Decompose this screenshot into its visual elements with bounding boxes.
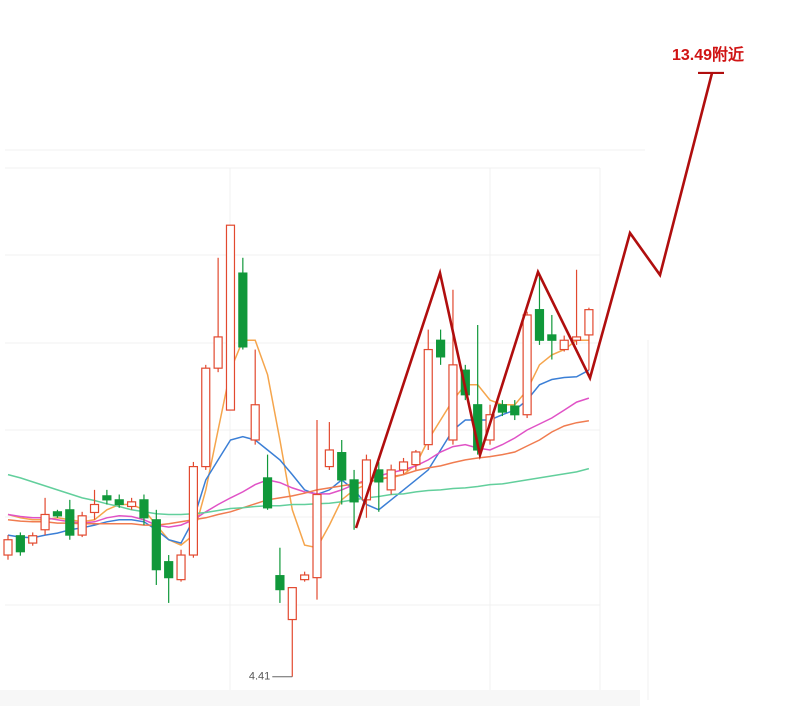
pattern-line [354, 72, 714, 529]
candle-body [176, 554, 186, 581]
candle-body [213, 336, 223, 369]
candle-body [324, 449, 334, 468]
candle-body [448, 364, 458, 441]
candle-body [287, 587, 297, 621]
candle-body [201, 367, 211, 468]
candle-body [571, 336, 582, 341]
candle-body [312, 493, 322, 579]
ma-line [7, 467, 590, 516]
candle-body [497, 404, 507, 413]
ma-line [7, 419, 590, 526]
candle-body [164, 561, 174, 579]
ma-line [7, 397, 590, 528]
candle-body [114, 499, 124, 506]
candle-body [188, 465, 198, 556]
candle-body [89, 503, 100, 514]
panel-frame [0, 149, 649, 706]
candle-body [398, 461, 409, 471]
candle-body [559, 339, 569, 351]
candle-body [3, 539, 13, 556]
candle-body [374, 469, 384, 483]
candle-body [225, 224, 236, 411]
candle-body [102, 495, 112, 501]
target-label: 13.49附近 [672, 45, 744, 64]
candle-body [238, 272, 248, 348]
candle-body [510, 405, 520, 416]
candle-body [139, 499, 149, 519]
candle-body [77, 515, 87, 536]
candle-body [411, 451, 421, 466]
candle-body [386, 469, 396, 491]
bottom-band [0, 690, 640, 706]
candle-body [126, 501, 137, 508]
candle-body [275, 575, 285, 591]
low-label: 4.41 [249, 671, 270, 683]
marks: 4.41 [3, 224, 594, 683]
candle-body [65, 509, 75, 536]
candle-body [349, 479, 359, 503]
candle-body [423, 348, 433, 446]
candle-body [337, 452, 347, 481]
candle-body [584, 309, 594, 336]
candle-body [547, 334, 557, 341]
candle-body [250, 404, 260, 441]
candle-body [40, 513, 50, 531]
ma-line [7, 339, 589, 549]
candle-body [28, 535, 38, 544]
candle-body [52, 511, 63, 517]
candle-body [522, 314, 532, 416]
candle-body [436, 339, 446, 358]
candle-body [151, 519, 161, 571]
candle-body [300, 574, 310, 581]
candle-body [262, 477, 273, 509]
candle-body [15, 535, 25, 553]
candle-body [534, 309, 545, 341]
